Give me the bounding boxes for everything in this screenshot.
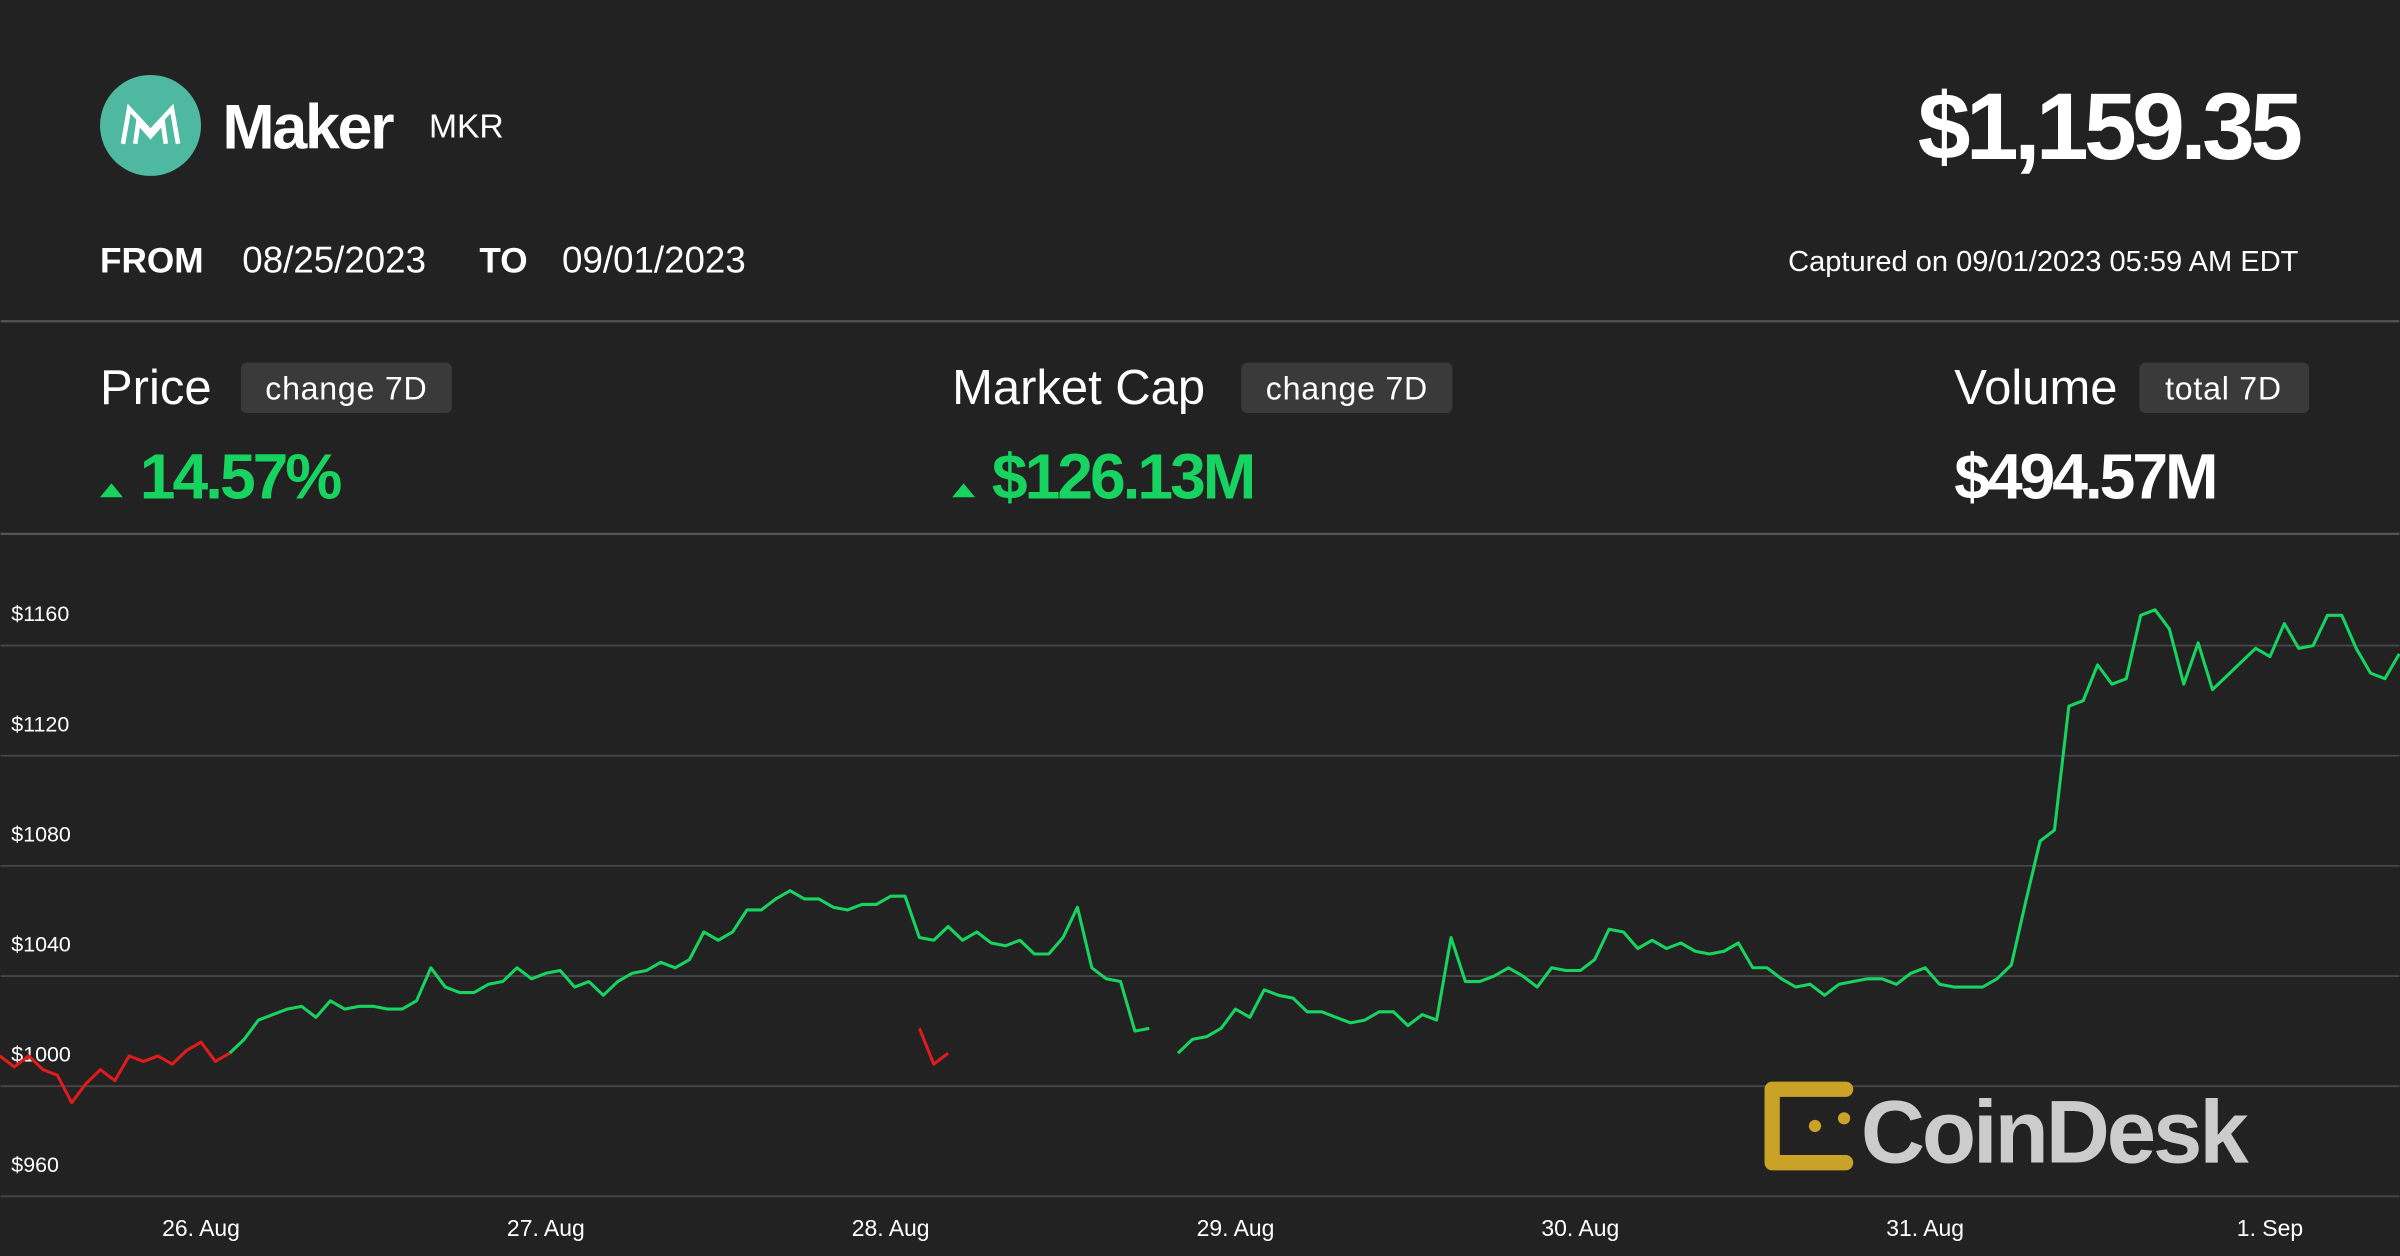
stat-tag: change 7D — [265, 370, 427, 406]
logo — [100, 74, 202, 176]
watermark-shape — [1808, 1119, 1822, 1133]
stat-label: Price — [100, 361, 212, 415]
up-arrow — [100, 483, 123, 498]
x-tick-label: 26. Aug — [162, 1215, 240, 1241]
stat-tag-box — [2139, 362, 2310, 414]
from-label: FROM — [100, 241, 204, 280]
y-tick-label: $1120 — [11, 712, 69, 736]
logo-mark — [120, 103, 181, 145]
y-tick-label: $1160 — [11, 602, 69, 626]
from-date: 08/25/2023 — [242, 239, 426, 280]
stat-value: $126.13M — [992, 441, 1253, 513]
watermark-shape — [1764, 1081, 1780, 1171]
watermark-logo — [1764, 1081, 1854, 1171]
x-tick-label: 1. Sep — [2237, 1215, 2303, 1241]
y-tick-label: $1040 — [11, 933, 71, 957]
x-tick-label: 29. Aug — [1197, 1215, 1275, 1241]
up-arrow — [952, 483, 976, 498]
stat-tag: total 7D — [2165, 370, 2282, 406]
current-price: $1,159.35 — [1918, 74, 2301, 180]
asset-ticker: MKR — [429, 109, 504, 146]
to-date: 09/01/2023 — [562, 239, 746, 280]
captured-time: Captured on 09/01/2023 05:59 AM EDT — [1788, 246, 2299, 278]
watermark-shape — [1837, 1112, 1851, 1125]
to-label: TO — [479, 241, 527, 280]
y-tick-label: $960 — [11, 1153, 59, 1177]
watermark-shape — [1767, 1081, 1854, 1097]
stat-label: Volume — [1954, 361, 2117, 415]
x-tick-label: 28. Aug — [852, 1215, 930, 1241]
x-tick-label: 31. Aug — [1886, 1215, 1964, 1241]
stat-tag-box — [1241, 362, 1453, 414]
stat-value: $494.57M — [1954, 441, 2215, 513]
watermark-shape — [1767, 1155, 1854, 1171]
asset-name: Maker — [222, 92, 394, 162]
stat-tag: change 7D — [1266, 370, 1428, 406]
stat-value: 14.57% — [140, 441, 341, 513]
price-line — [228, 608, 2400, 1055]
watermark: CoinDesk — [1861, 1083, 2249, 1182]
stat-tag-box — [240, 362, 452, 414]
stat-label: Market Cap — [952, 361, 1205, 415]
y-tick-label: $1080 — [11, 822, 71, 846]
x-tick-label: 27. Aug — [507, 1215, 585, 1241]
price-line — [0, 1027, 950, 1105]
x-tick-label: 30. Aug — [1541, 1215, 1619, 1241]
